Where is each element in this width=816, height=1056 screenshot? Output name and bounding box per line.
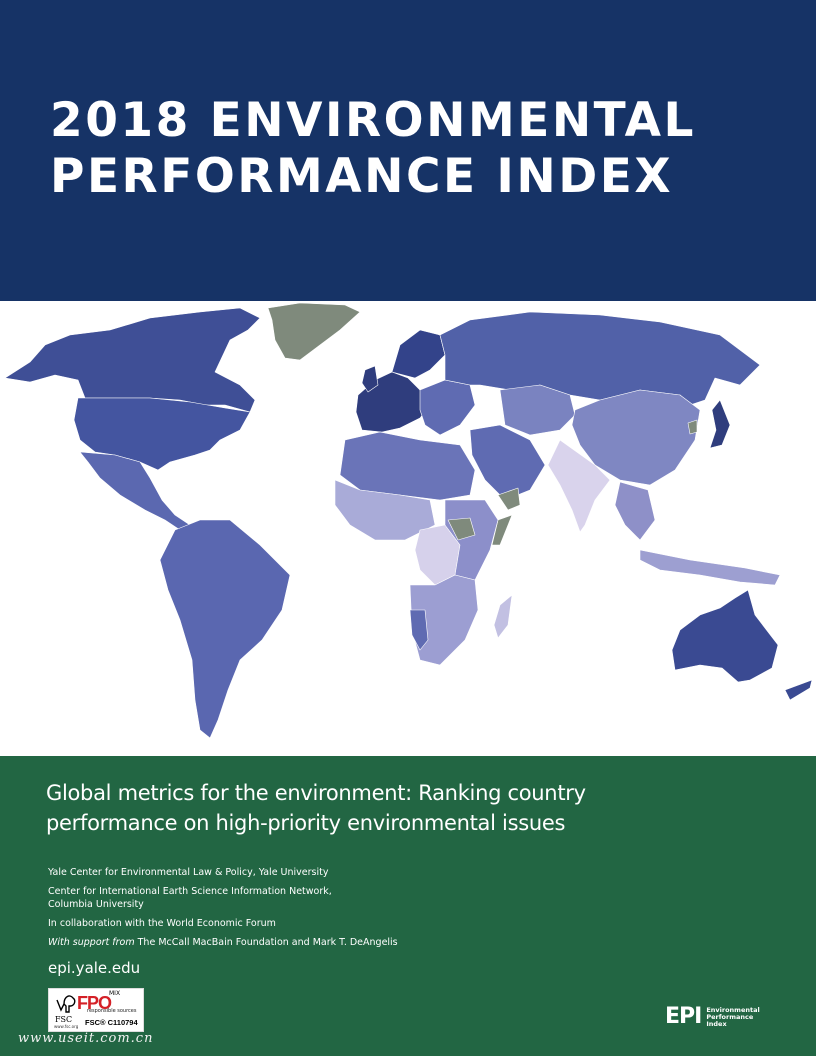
credit-wef: In collaboration with the World Economic… (48, 918, 276, 929)
watermark: www.useit.com.cn (18, 1031, 154, 1046)
epi-logo-line-3: Index (706, 1019, 727, 1028)
page-title: 2018 ENVIRONMENTAL PERFORMANCE INDEX (50, 93, 696, 205)
epi-logo-line-2: Performance (706, 1012, 754, 1021)
fsc-responsible-label: responsible sources (87, 1008, 137, 1014)
epi-logo-text: Environmental Performance Index (706, 1005, 760, 1028)
region-new-zealand (784, 679, 813, 701)
region-middle-east (469, 424, 546, 501)
epi-logo-mark: EPI (665, 1004, 702, 1029)
title-line-1: 2018 ENVIRONMENTAL (50, 93, 696, 148)
region-usa (73, 397, 251, 471)
fsc-tree-icon (56, 995, 76, 1013)
region-central-asia (499, 384, 576, 436)
region-southern-africa (409, 574, 479, 666)
region-mexico (79, 451, 191, 531)
region-scandinavia (391, 329, 446, 379)
credit-support-names: The McCall MacBain Foundation and Mark T… (134, 937, 398, 948)
region-russia (439, 311, 761, 406)
fsc-site: www.fsc.org (54, 1024, 79, 1029)
region-north-korea (687, 419, 698, 435)
fsc-mix-label: MIX (109, 990, 121, 997)
region-uk (361, 365, 379, 393)
fsc-license-code: FSC® C110794 (85, 1018, 138, 1027)
region-south-america (159, 519, 291, 739)
region-south-sudan (447, 517, 476, 541)
region-namibia (409, 609, 429, 651)
credit-yale: Yale Center for Environmental Law & Poli… (48, 867, 329, 878)
region-north-africa (339, 431, 476, 501)
region-eastern-europe (419, 379, 476, 436)
footer-band: Global metrics for the environment: Rank… (0, 756, 816, 1056)
world-map-graphic (4, 302, 813, 739)
region-greenland (267, 302, 361, 361)
world-map: 0 25 50 75 100 EPI Score (0, 301, 816, 1047)
epi-logo-line-1: Environmental (706, 1005, 760, 1014)
header-band: 2018 ENVIRONMENTAL PERFORMANCE INDEX (0, 0, 816, 301)
region-australia (671, 589, 779, 683)
credits: Yale Center for Environmental Law & Poli… (48, 866, 398, 955)
region-madagascar (493, 594, 513, 639)
title-line-2: PERFORMANCE INDEX (50, 149, 674, 204)
fsc-wordmark: FSC (55, 1015, 73, 1024)
region-indonesia (639, 549, 781, 586)
fpo-stamp: FPO (77, 993, 112, 1013)
credit-ciesin: Center for International Earth Science I… (48, 886, 332, 897)
credit-support: With support from The McCall MacBain Fou… (48, 936, 398, 949)
region-southeast-asia (614, 481, 656, 541)
subtitle-line-1: Global metrics for the environment: Rank… (46, 781, 586, 805)
credit-columbia: Columbia University (48, 899, 144, 910)
region-china (571, 389, 701, 486)
subtitle-line-2: performance on high-priority environment… (46, 811, 566, 835)
fsc-certification-badge: FSC www.fsc.org FPO MIX responsible sour… (48, 988, 144, 1032)
subtitle: Global metrics for the environment: Rank… (46, 778, 586, 838)
credit-support-label: With support from (48, 937, 135, 948)
region-india (547, 439, 611, 533)
epi-logo: EPI Environmental Performance Index (665, 1006, 760, 1028)
region-canada-alaska (4, 307, 261, 413)
region-japan (709, 399, 731, 449)
website-link[interactable]: epi.yale.edu (48, 959, 141, 977)
region-yemen-somalia (491, 487, 521, 546)
